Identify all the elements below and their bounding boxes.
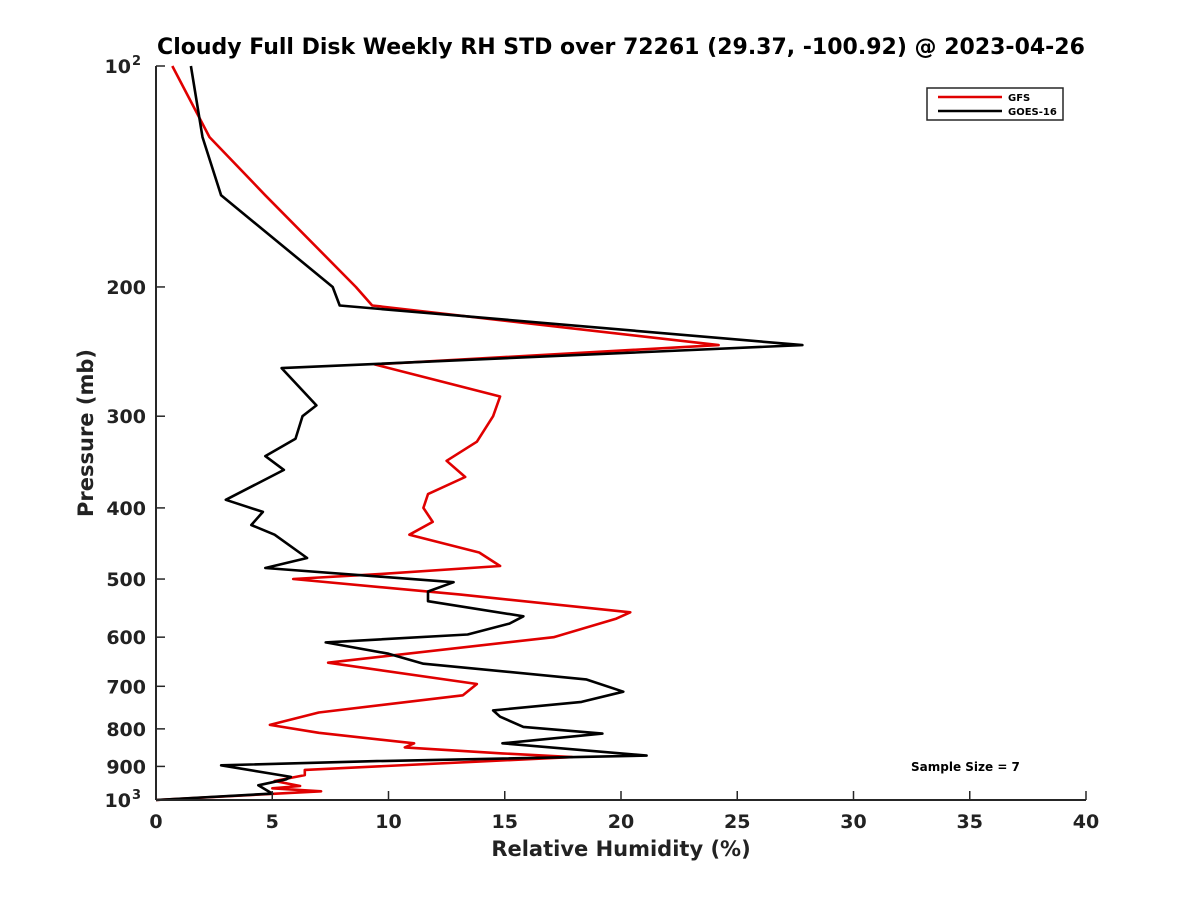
- y-tick-exponent: 3: [132, 788, 141, 803]
- x-tick-label: 20: [608, 811, 634, 833]
- x-tick-label: 40: [1073, 811, 1099, 833]
- x-tick-label: 35: [957, 811, 983, 833]
- legend: GFS GOES-16: [926, 87, 1064, 121]
- legend-box: [926, 87, 1064, 121]
- x-tick-label: 30: [840, 811, 866, 833]
- y-tick-label: 600: [106, 627, 146, 649]
- y-tick-label: 10: [105, 790, 131, 812]
- y-tick-label: 400: [106, 498, 146, 520]
- y-tick-label: 800: [106, 719, 146, 741]
- x-tick-label: 5: [266, 811, 279, 833]
- y-tick-label: 300: [106, 406, 146, 428]
- plot-lines: [155, 65, 804, 802]
- x-axis-label: Relative Humidity (%): [491, 837, 750, 861]
- sample-size-annotation: Sample Size = 7: [911, 760, 1020, 774]
- chart-title: Cloudy Full Disk Weekly RH STD over 7226…: [157, 35, 1085, 60]
- series-line-goes-16: [155, 65, 804, 802]
- legend-label-gfs: GFS: [1008, 93, 1030, 104]
- legend-label-goes16: GOES-16: [1008, 107, 1057, 118]
- y-axis-label: Pressure (mb): [74, 349, 98, 517]
- y-tick-label: 500: [106, 569, 146, 591]
- x-tick-label: 15: [492, 811, 518, 833]
- x-axis-ticks: 0 5 10 15 20 25 30 35 40: [149, 791, 1099, 833]
- x-tick-label: 0: [149, 811, 162, 833]
- series-line-gfs: [155, 65, 720, 802]
- y-tick-label: 900: [106, 756, 146, 778]
- y-tick-label: 10: [105, 56, 131, 78]
- y-tick-exponent: 2: [132, 54, 141, 69]
- x-tick-label: 25: [724, 811, 750, 833]
- y-tick-label: 700: [106, 676, 146, 698]
- x-tick-label: 10: [375, 811, 401, 833]
- y-tick-label: 200: [106, 277, 146, 299]
